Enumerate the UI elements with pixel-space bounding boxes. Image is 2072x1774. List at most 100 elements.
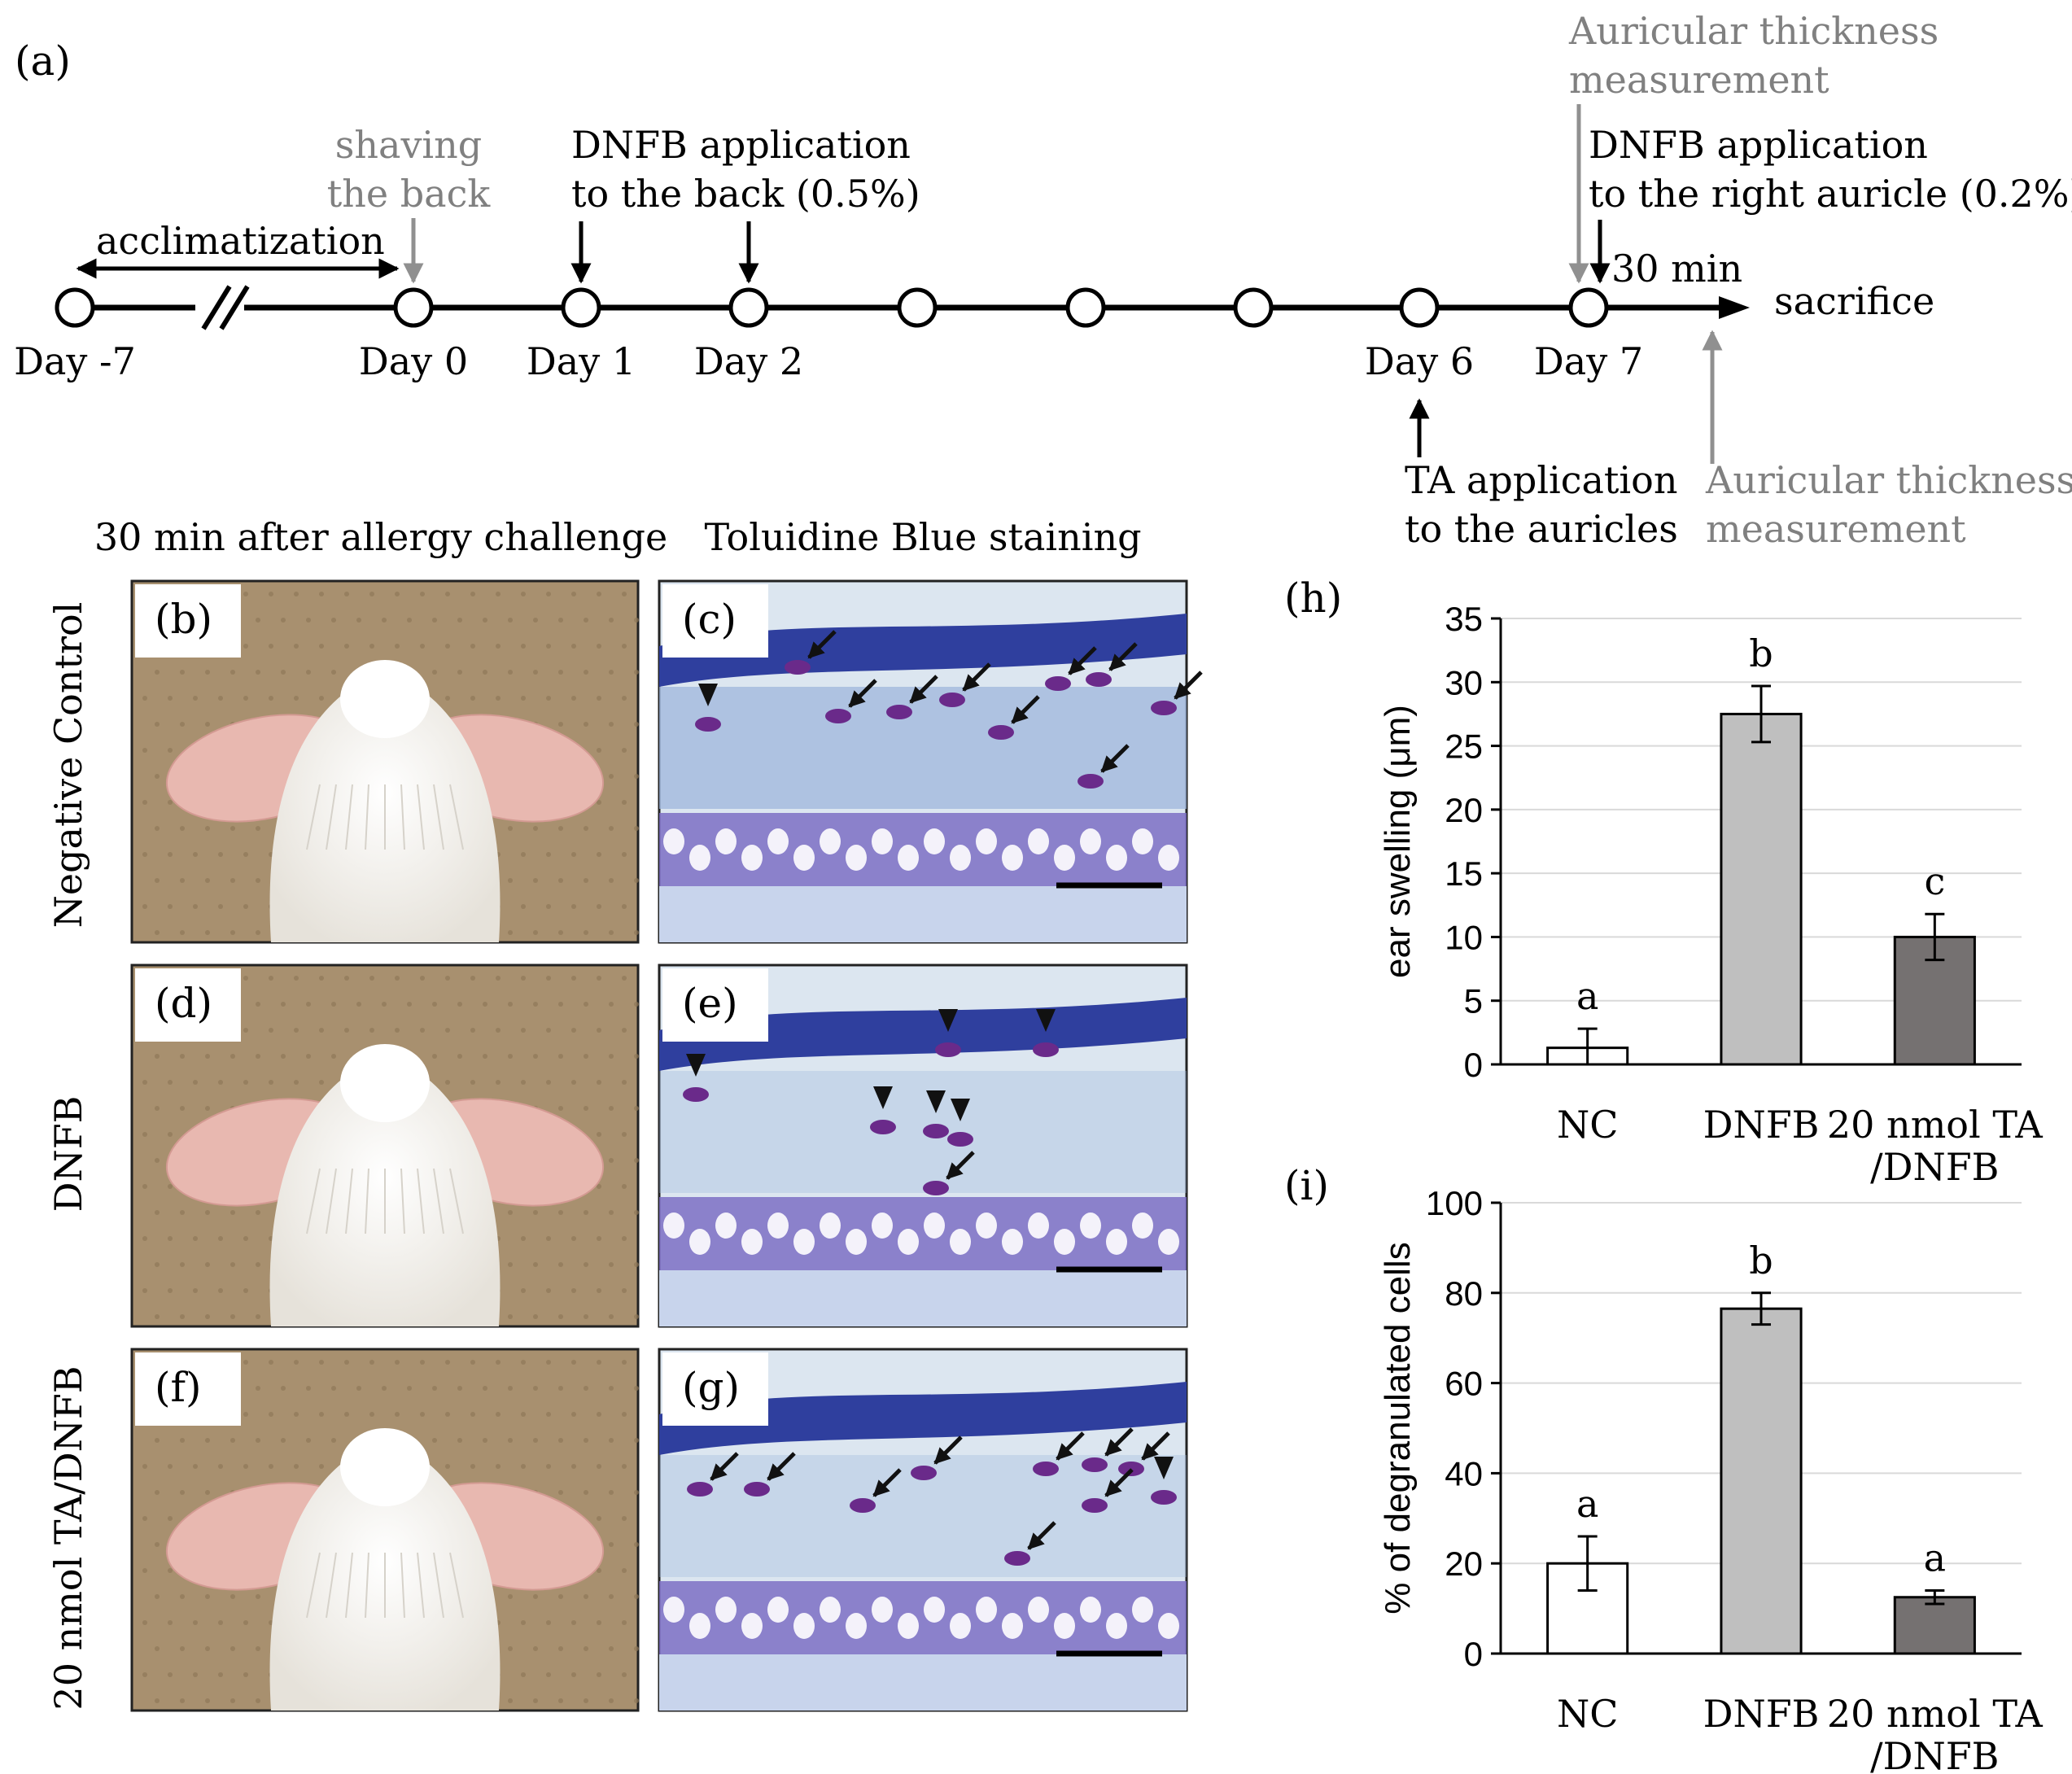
mat-texture-dot (432, 1002, 437, 1007)
mat-texture-dot (369, 644, 374, 649)
mat-texture-dot (584, 722, 588, 727)
fur-stroke (417, 1168, 425, 1234)
mat-texture-dot (142, 748, 147, 753)
mat-texture-dot (457, 1054, 462, 1059)
mat-texture-dot (571, 1672, 576, 1677)
mat-texture-dot (445, 644, 450, 649)
mat-texture-dot (622, 1132, 627, 1137)
timeline-day-label: Day 7 (1534, 339, 1643, 383)
chondrocyte (715, 1597, 737, 1623)
mat-texture-dot (294, 644, 299, 649)
mat-texture-dot (420, 1028, 425, 1033)
mat-texture-dot (180, 1698, 185, 1703)
stain-panel-label: (e) (682, 980, 738, 1027)
mat-texture-dot (622, 1028, 627, 1033)
significance-label: a (1924, 1536, 1946, 1580)
mat-texture-dot (269, 1360, 273, 1365)
significance-label: a (1576, 974, 1598, 1018)
mat-texture-dot (180, 1438, 185, 1443)
mat-texture-dot (584, 878, 588, 883)
mat-texture-dot (168, 1672, 173, 1677)
mat-texture-dot (395, 1412, 400, 1417)
chondrocyte (793, 1613, 815, 1639)
y-tick-label: 40 (1445, 1454, 1483, 1492)
mat-texture-dot (180, 1054, 185, 1059)
mast-cell-arrow (710, 1452, 739, 1481)
category-label: 20 nmol TA (1827, 1103, 2044, 1147)
panel-label-box (135, 1352, 241, 1426)
mat-texture-dot (609, 774, 614, 779)
mat-texture-dot (281, 1386, 286, 1391)
mat-texture-dot (243, 1360, 248, 1365)
mat-texture-dot (546, 1360, 551, 1365)
category-label: NC (1557, 1103, 1618, 1147)
mat-texture-dot (521, 592, 526, 596)
bar-1 (1720, 712, 1803, 1066)
chart-panel-label: (i) (1284, 1162, 1329, 1209)
chondrocyte (846, 845, 867, 871)
thickness-before-label-line1: Auricular thickness (1568, 9, 1939, 53)
mat-texture-dot (205, 878, 210, 883)
mat-texture-dot (634, 1002, 639, 1007)
mat-texture-dot (558, 1002, 563, 1007)
mat-texture-dot (609, 1490, 614, 1495)
mat-texture-dot (193, 852, 198, 857)
chondrocyte (1054, 1613, 1075, 1639)
mat-texture-dot (483, 618, 487, 623)
mat-texture-dot (609, 1314, 614, 1319)
mast-cell (1151, 701, 1177, 715)
mat-texture-dot (395, 1028, 400, 1033)
photo-column-title: 30 min after allergy challenge (94, 515, 667, 559)
chondrocyte (950, 845, 971, 871)
mat-texture-dot (395, 644, 400, 649)
y-axis-label: % of degranulated cells (1378, 1242, 1418, 1614)
mat-texture-dot (243, 1236, 248, 1241)
degranulated-cell-arrowhead (686, 1054, 706, 1077)
timeline-node (1065, 287, 1106, 328)
mat-texture-dot (168, 800, 173, 805)
timeline-node (561, 287, 601, 328)
mat-texture-dot (584, 1594, 588, 1599)
mast-cell-arrow (1174, 671, 1203, 700)
mat-texture-dot (205, 722, 210, 727)
stain-negative-control: (c) (658, 579, 1203, 944)
timeline-node (393, 287, 434, 328)
mat-texture-dot (609, 1002, 614, 1007)
fur-stroke (449, 784, 464, 850)
mat-texture-dot (205, 1698, 210, 1703)
mat-texture-dot (218, 1464, 223, 1469)
mat-texture-dot (306, 670, 311, 675)
mat-texture-dot (269, 1028, 273, 1033)
mat-texture-dot (155, 1542, 160, 1547)
mat-texture-dot (622, 696, 627, 701)
chondrocyte (976, 828, 997, 854)
mat-texture-dot (142, 800, 147, 805)
degranulated-cell-arrowhead (1154, 1457, 1174, 1479)
mat-texture-dot (546, 1464, 551, 1469)
mat-texture-dot (571, 1360, 576, 1365)
y-tick-label: 0 (1464, 1046, 1483, 1084)
mat-texture-dot (609, 826, 614, 831)
chondrocyte (950, 1229, 971, 1255)
mat-texture-dot (256, 1438, 260, 1443)
chondrocyte (767, 828, 789, 854)
mat-texture-dot (571, 592, 576, 596)
mat-texture-dot (344, 644, 349, 649)
mat-texture-dot (269, 1080, 273, 1085)
panel-label-box (662, 584, 768, 658)
epidermis-layer (659, 998, 1187, 1071)
mat-texture-dot (445, 976, 450, 981)
mouse-snout (340, 660, 430, 738)
mat-texture-dot (331, 1386, 336, 1391)
mat-texture-dot (205, 1646, 210, 1651)
mast-cell (1086, 672, 1112, 687)
mat-texture-dot (230, 1594, 235, 1599)
mat-texture-dot (306, 1002, 311, 1007)
photo-ta-dnfb: (f) (130, 1348, 640, 1712)
mat-texture-dot (622, 1080, 627, 1085)
mat-texture-dot (205, 930, 210, 935)
ta-application-label-line2: to the auricles (1405, 507, 1678, 551)
mast-cell-arrow (1027, 1521, 1056, 1550)
fur-stroke (433, 1552, 444, 1619)
mat-texture-dot (356, 1002, 361, 1007)
